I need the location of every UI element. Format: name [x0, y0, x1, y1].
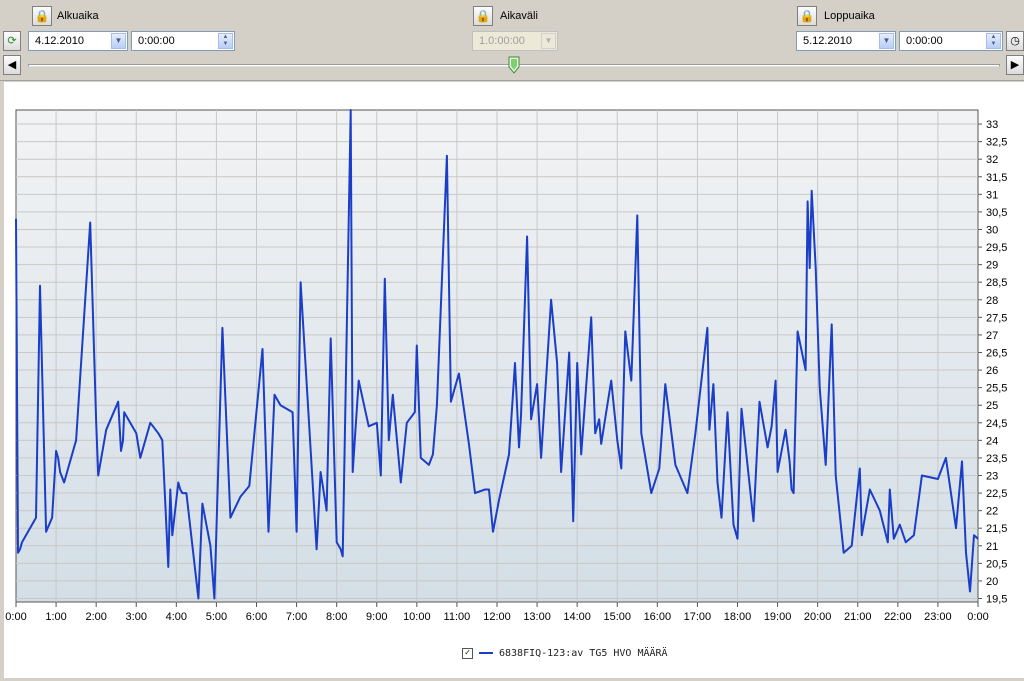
x-tick-label: 17:00: [684, 611, 712, 623]
start-date-value: 4.12.2010: [35, 35, 84, 47]
series-visibility-checkbox[interactable]: ✓: [462, 647, 473, 659]
lock-icon: 🔒: [34, 9, 50, 23]
y-tick-label: 26,5: [986, 347, 1007, 359]
y-tick-label: 27: [986, 330, 998, 342]
time-range-toolbar: 🔒 Alkuaika ⟳ 4.12.2010 ▼ 0:00:00 ▲ ▼ 🔒 Ai…: [0, 0, 1024, 81]
skip-to-end-button[interactable]: ▶: [1006, 55, 1024, 75]
interval-label: Aikaväli: [500, 10, 538, 22]
x-tick-label: 11:00: [444, 611, 471, 623]
x-tick-label: 8:00: [326, 611, 347, 623]
y-tick-label: 27,5: [986, 312, 1007, 324]
y-tick-label: 29,5: [986, 242, 1007, 254]
interval-value: 1.0:00:00: [479, 35, 525, 47]
y-tick-label: 23: [986, 470, 998, 482]
y-tick-label: 24,5: [986, 418, 1007, 430]
y-tick-label: 24: [986, 435, 998, 447]
skip-to-end-icon: ▶: [1010, 59, 1020, 71]
x-tick-label: 9:00: [366, 611, 387, 623]
x-tick-label: 1:00: [45, 611, 66, 623]
x-tick-label: 4:00: [166, 611, 187, 623]
x-tick-label: 18:00: [724, 611, 752, 623]
x-tick-label: 23:00: [924, 611, 952, 623]
refresh-icon: ⟳: [7, 35, 17, 47]
x-tick-label: 2:00: [85, 611, 106, 623]
x-tick-label: 15:00: [603, 611, 631, 623]
y-tick-label: 32: [986, 154, 998, 166]
chevron-down-icon[interactable]: ▼: [541, 33, 556, 49]
x-tick-label: 0:00: [5, 611, 26, 623]
clock-icon: ◷: [1010, 35, 1020, 47]
start-date-field[interactable]: 4.12.2010 ▼: [28, 31, 128, 51]
x-tick-label: 3:00: [126, 611, 147, 623]
y-tick-label: 25: [986, 400, 998, 412]
x-tick-label: 7:00: [286, 611, 307, 623]
y-tick-label: 32,5: [986, 137, 1007, 149]
y-tick-label: 30,5: [986, 207, 1007, 219]
line-chart: 0:00 1:00 2:00 3:00 4:00 5:00 6:00 7:00 8:00 9:00…: [5, 109, 1007, 623]
x-tick-label: 10:00: [403, 611, 431, 623]
start-time-label: Alkuaika: [57, 10, 99, 22]
series-line: [15, 109, 979, 600]
x-tick-label: 20:00: [804, 611, 832, 623]
y-tick-label: 21,5: [986, 523, 1007, 535]
spinner-icon[interactable]: ▲ ▼: [218, 33, 233, 49]
y-tick-label: 22,5: [986, 488, 1007, 500]
x-tick-label: 14:00: [563, 611, 591, 623]
x-tick-label: 16:00: [644, 611, 672, 623]
y-tick-label: 29: [986, 260, 998, 272]
refresh-button[interactable]: ⟳: [3, 31, 21, 51]
y-tick-label: 20,5: [986, 558, 1007, 570]
y-tick-label: 25,5: [986, 383, 1007, 395]
start-time-value: 0:00:00: [138, 35, 175, 47]
end-lock-button[interactable]: 🔒: [797, 6, 817, 26]
y-tick-label: 31,5: [986, 172, 1007, 184]
end-date-field[interactable]: 5.12.2010 ▼: [796, 31, 896, 51]
spinner-icon[interactable]: ▲ ▼: [986, 33, 1001, 49]
interval-field[interactable]: 1.0:00:00 ▼: [472, 31, 558, 51]
chart-panel: 0:00 1:00 2:00 3:00 4:00 5:00 6:00 7:00 8:00 9:00…: [4, 82, 1024, 678]
y-tick-label: 33: [986, 119, 998, 131]
interval-lock-button[interactable]: 🔒: [473, 6, 493, 26]
legend-swatch: [479, 652, 493, 654]
lock-icon: 🔒: [799, 9, 815, 23]
x-tick-label: 13:00: [523, 611, 551, 623]
clock-button[interactable]: ◷: [1006, 31, 1024, 51]
x-tick-label: 21:00: [844, 611, 872, 623]
y-tick-label: 28: [986, 295, 998, 307]
y-tick-label: 31: [986, 189, 998, 201]
chart-legend: ✓ 6838FIQ-123:av TG5 HVO MÄÄRÄ: [462, 645, 668, 661]
end-time-field[interactable]: 0:00:00 ▲ ▼: [899, 31, 1003, 51]
y-tick-label: 19,5: [986, 593, 1007, 605]
x-tick-label: 19:00: [764, 611, 792, 623]
x-tick-label: 0:00: [967, 611, 988, 623]
end-date-value: 5.12.2010: [803, 35, 852, 47]
x-tick-label: 5:00: [206, 611, 227, 623]
chevron-down-icon[interactable]: ▼: [879, 33, 894, 49]
skip-to-start-button[interactable]: ◀: [3, 55, 21, 75]
chevron-down-icon[interactable]: ▼: [111, 33, 126, 49]
end-time-value: 0:00:00: [906, 35, 943, 47]
end-time-label: Loppuaika: [824, 10, 875, 22]
start-time-field[interactable]: 0:00:00 ▲ ▼: [131, 31, 235, 51]
y-tick-label: 22: [986, 506, 998, 518]
start-lock-button[interactable]: 🔒: [32, 6, 52, 26]
y-tick-label: 21: [986, 541, 998, 553]
skip-to-start-icon: ◀: [7, 59, 17, 71]
x-tick-label: 6:00: [246, 611, 267, 623]
y-tick-label: 23,5: [986, 453, 1007, 465]
lock-icon: 🔒: [475, 9, 491, 23]
y-tick-label: 30: [986, 224, 998, 236]
legend-label: 6838FIQ-123:av TG5 HVO MÄÄRÄ: [499, 647, 668, 659]
x-tick-label: 22:00: [884, 611, 912, 623]
y-tick-label: 28,5: [986, 277, 1007, 289]
y-tick-label: 26: [986, 365, 998, 377]
x-tick-label: 12:00: [483, 611, 511, 623]
time-slider-thumb[interactable]: [508, 56, 520, 74]
y-tick-label: 20: [986, 576, 998, 588]
